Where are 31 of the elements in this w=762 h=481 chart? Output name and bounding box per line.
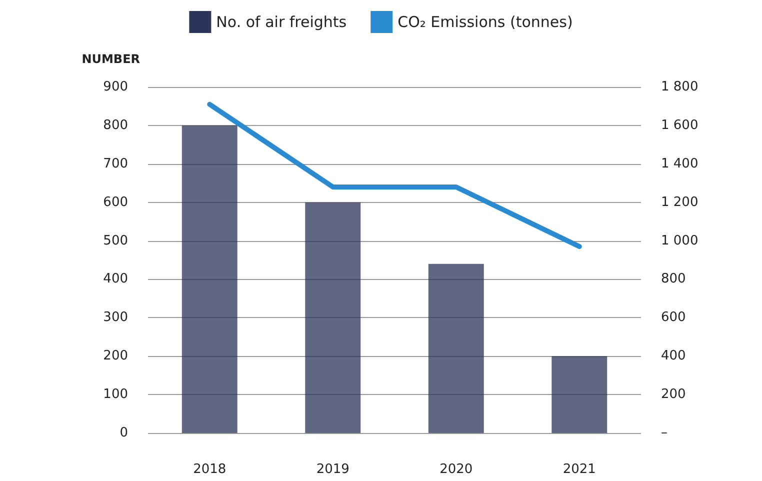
x-tick-label: 2019 — [316, 462, 350, 477]
y2-tick-label: 1 000 — [661, 233, 698, 248]
y2-tick-label: 1 400 — [661, 156, 698, 172]
y2-tick-label: 1 600 — [661, 118, 698, 133]
bar — [428, 264, 484, 433]
y2-tick-label: 800 — [661, 272, 686, 287]
y-tick-label: 800 — [103, 118, 128, 133]
x-tick-label: 2021 — [562, 462, 596, 477]
y2-tick-label: 1 200 — [661, 194, 698, 210]
bar — [552, 356, 608, 433]
bar — [305, 202, 361, 433]
y-tick-label: 500 — [103, 233, 128, 248]
y2-tick-label: 200 — [661, 387, 686, 402]
y2-tick-label: 400 — [661, 348, 686, 364]
y-tick-label: 100 — [103, 387, 128, 402]
y2-tick-label: 600 — [661, 310, 686, 326]
legend-label: No. of air freights — [216, 13, 347, 31]
bar — [182, 125, 238, 433]
x-tick-label: 2020 — [440, 462, 473, 477]
legend-label: CO₂ Emissions (tonnes) — [398, 13, 573, 31]
y-axis-title: NUMBER — [82, 52, 140, 66]
y-tick-label: 600 — [103, 194, 128, 210]
y-tick-label: 0 — [120, 426, 128, 440]
y-tick-label: 900 — [103, 80, 128, 94]
y-tick-label: 400 — [103, 272, 128, 287]
y-tick-label: 700 — [103, 156, 128, 172]
y2-tick-label: 1 800 — [661, 80, 698, 94]
y-tick-label: 200 — [103, 348, 128, 364]
y-tick-label: 300 — [103, 310, 128, 326]
x-tick-label: 2018 — [193, 462, 226, 477]
y2-tick-label: – — [661, 426, 668, 440]
